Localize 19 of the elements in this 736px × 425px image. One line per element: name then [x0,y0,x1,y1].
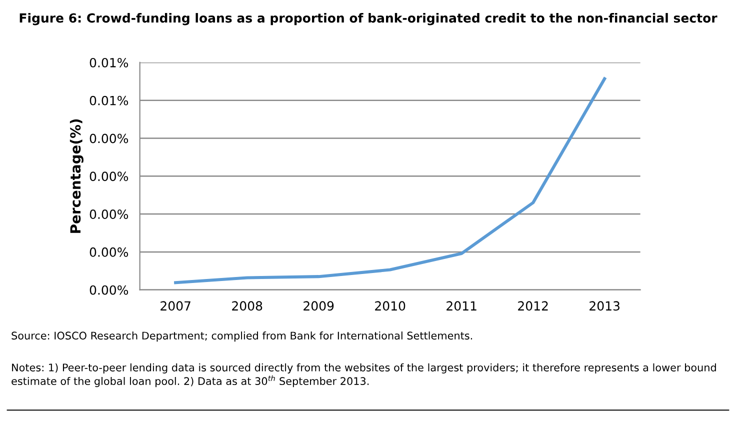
x-tick-label: 2007 [160,301,190,311]
text: Notes: 1) Peer-to-peer lending data is sourced directly from the websites of the largest providers; it therefore represents a lower bound estimate of the global loan pool. 2) Data as at 30$^{th}$ September 2013. [12,363,716,388]
x-tick-label: 2010 [375,301,406,311]
x-tick-label: 2011 [446,301,476,311]
y-tick-label: 0.00% [90,134,128,144]
y-tick-label: 0.00% [90,210,128,219]
x-tick-label: 2012 [518,301,548,311]
x-tick-label: 2008 [232,301,262,311]
line-series [174,77,606,284]
y-tick-label: 0.00% [90,172,128,182]
source-note: Source: IOSCO Research Department; complied from Bank for International Settlements. [12,332,472,342]
y-tick-label: 0.00% [90,247,128,257]
chart-title: Figure 6: Crowd-funding loans as a proportion of bank-originated credit to the non-financial sector [20,13,718,26]
x-tick-label: 2013 [590,301,620,311]
y-tick-label: 0.00% [90,285,128,295]
x-tick-label: 2009 [304,301,334,311]
y-tick-label: 0.01% [90,96,128,106]
y-axis-title: Percentage(%) [70,119,84,233]
y-tick-label: 0.01% [90,58,128,68]
